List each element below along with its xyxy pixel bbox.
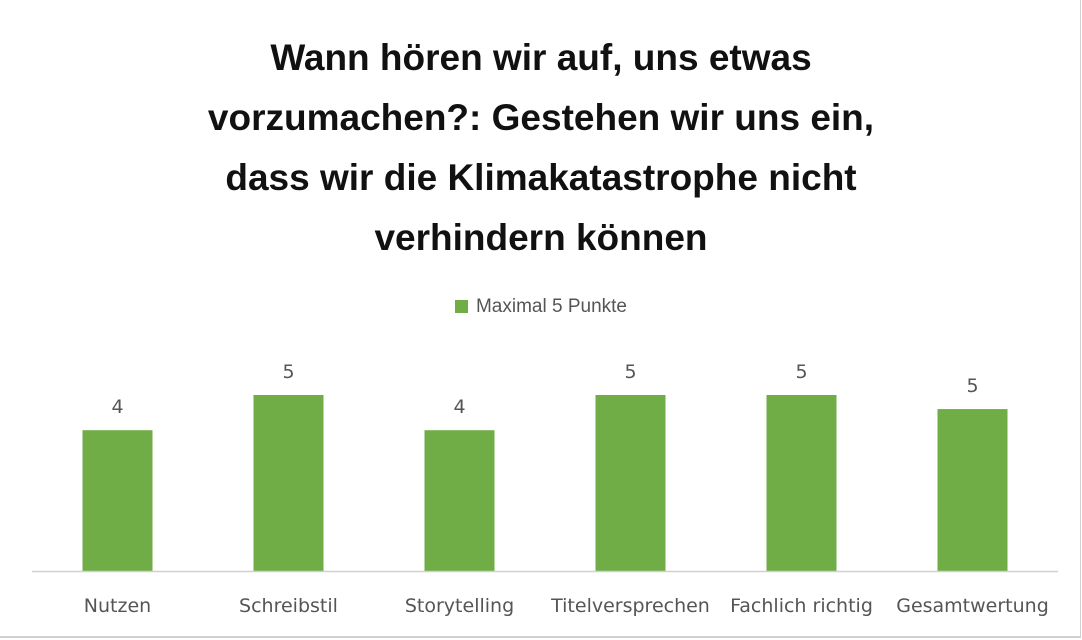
bar [424,430,495,571]
bar [595,395,666,571]
title-line: vorzumachen?: Gestehen wir uns ein, [207,97,875,138]
bar [82,430,153,571]
category-label: Storytelling [405,595,514,617]
title-line: Wann hören wir auf, uns etwas [270,37,812,78]
title-line: dass wir die Klimakatastrophe nicht [225,157,857,198]
data-label: 5 [966,375,978,397]
category-label: Titelversprechen [550,595,710,617]
bar [766,395,837,571]
category-label: Fachlich richtig [730,595,873,617]
bar [253,395,324,571]
category-label: Schreibstil [239,595,338,617]
data-label: 5 [282,361,294,383]
data-label: 4 [453,396,465,418]
legend-swatch [454,300,468,313]
data-label: 5 [624,361,636,383]
legend: Maximal 5 Punkte [0,296,1082,318]
bar [937,409,1008,571]
legend-label: Maximal 5 Punkte [475,296,627,317]
data-label: 5 [795,361,807,383]
data-label: 4 [111,396,123,418]
title-line: verhindern können [374,217,708,258]
chart-title: Wann hören wir auf, uns etwas vorzumache… [0,28,1082,268]
category-label: Nutzen [84,595,151,617]
category-label: Gesamtwertung [896,595,1049,617]
